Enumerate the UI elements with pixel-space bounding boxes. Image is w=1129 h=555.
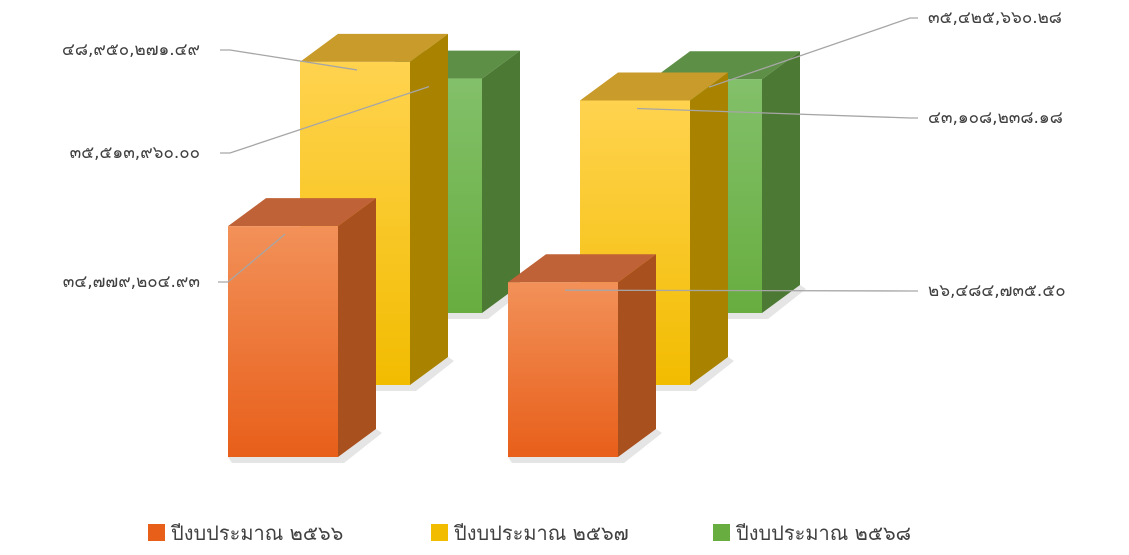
legend-label-s1: ปีงบประมาณ ๒๕๖๗ [454,521,629,545]
bar-shadow-s1-c1 [580,357,734,391]
bar-side-s2-c1 [762,51,800,313]
data-label-s2-c1: ๓๕,๔๒๕,๖๖๐.๒๘ [928,8,1062,28]
bar-shadow-s2-c1 [652,285,806,319]
leader-line-s1-c0 [220,49,358,71]
bar-shadow-s1-c0 [300,357,454,391]
data-label-s1-c0: ๔๘,๙๕๐,๒๗๑.๔๙ [62,40,200,60]
legend: ปีงบประมาณ ๒๕๖๖ ปีงบประมาณ ๒๕๖๗ ปีงบประมาณ… [148,521,911,545]
bar-top-s0-c1 [508,254,656,283]
leader-line-s0-c0 [218,233,286,283]
legend-label-s0: ปีงบประมาณ ๒๕๖๖ [171,521,344,545]
bar-side-s0-c1 [618,254,656,457]
legend-swatch-s1 [431,524,448,541]
bar-front-s0-c0 [228,226,338,457]
data-label-s1-c1: ๔๓,๑๐๘,๒๓๘.๑๘ [928,108,1063,128]
bar-s0-c0 [228,198,376,457]
legend-item-s1: ปีงบประมาณ ๒๕๖๗ [431,521,629,545]
legend-item-s2: ปีงบประมาณ ๒๕๖๘ [713,521,911,545]
bar-shadow-s0-c1 [508,429,662,463]
data-label-s0-c0: ๓๔,๗๗๙,๒๐๔.๙๓ [63,272,200,292]
legend-swatch-s2 [713,524,730,541]
bar-side-s1-c1 [690,72,728,385]
bar-top-s2-c1 [652,51,800,80]
bar-side-s1-c0 [410,33,448,385]
leader-line-s1-c1 [636,107,918,119]
bar-s0-c1 [508,254,656,457]
legend-swatch-s0 [148,524,165,541]
legend-item-s0: ปีงบประมาณ ๒๕๖๖ [148,521,343,545]
leader-line-s2-c1 [708,17,918,88]
bar-top-s1-c1 [580,72,728,101]
bar-top-s0-c0 [228,198,376,227]
data-label-s0-c1: ๒๖,๔๘๔,๗๓๕.๕๐ [928,281,1066,301]
data-label-s2-c0: ๓๕,๕๑๓,๙๖๐.๐๐ [70,143,200,163]
leader-line-s0-c1 [564,289,918,292]
leader-line-s2-c0 [220,85,430,154]
bar-shadow-s2-c0 [372,285,526,319]
bar-top-s1-c0 [300,33,448,62]
bar-side-s0-c0 [338,198,376,457]
legend-label-s2: ปีงบประมาณ ๒๕๖๘ [736,521,911,545]
bar-front-s0-c1 [508,282,618,457]
bar-shadow-s0-c0 [228,429,382,463]
bar-side-s2-c0 [482,50,520,314]
